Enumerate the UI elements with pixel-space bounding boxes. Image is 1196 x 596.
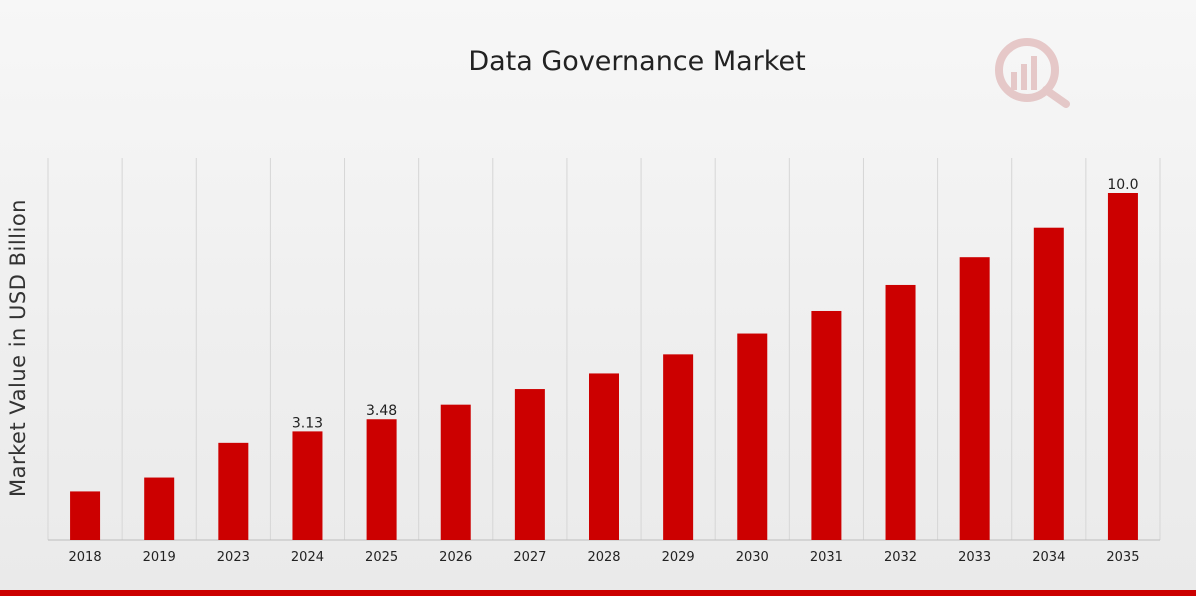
x-tick-2024: 2024 [291,550,324,565]
x-tick-2032: 2032 [884,550,917,565]
bar-2019 [144,477,175,540]
x-tick-2033: 2033 [958,550,991,565]
bar-2033 [959,257,990,540]
data-label-2024: 3.13 [292,415,323,431]
x-tick-2026: 2026 [439,550,472,565]
bar-2034 [1033,227,1064,540]
grid-lines [47,158,1161,540]
x-tick-2028: 2028 [587,550,620,565]
bar-2031 [811,310,842,540]
bar-2035 [1107,193,1138,540]
bar-2023 [218,442,249,540]
x-tick-2025: 2025 [365,550,398,565]
bar-2028 [589,373,619,540]
chart-title: Data Governance Market [468,46,805,77]
bar-2027 [514,389,545,540]
x-tick-2019: 2019 [143,550,176,565]
bar-2025 [366,419,397,540]
bar-2018 [70,491,101,540]
x-tick-labels: 2018 2019 2023 2024 2025 2026 2027 2028 2029 2030… [69,550,1140,565]
bar-2029 [663,354,694,540]
x-tick-2031: 2031 [810,550,843,565]
bar-2032 [885,284,916,540]
x-tick-2034: 2034 [1032,550,1065,565]
x-tick-2018: 2018 [69,550,102,565]
x-tick-2030: 2030 [736,550,769,565]
data-label-2025: 3.48 [366,403,397,419]
bars [70,193,1138,540]
data-label-2035: 10.0 [1107,177,1138,193]
bar-2030 [737,333,768,540]
x-tick-2029: 2029 [662,550,695,565]
x-tick-2027: 2027 [513,550,546,565]
x-tick-2023: 2023 [217,550,250,565]
data-labels: 3.13 3.48 10.0 [292,177,1139,431]
bar-2024 [292,431,323,540]
bar-2026 [440,404,471,540]
watermark-logo-icon [995,38,1070,108]
y-axis-label: Market Value in USD Billion [6,199,30,497]
x-tick-2035: 2035 [1106,550,1139,565]
bottom-accent-bar [0,590,1196,596]
